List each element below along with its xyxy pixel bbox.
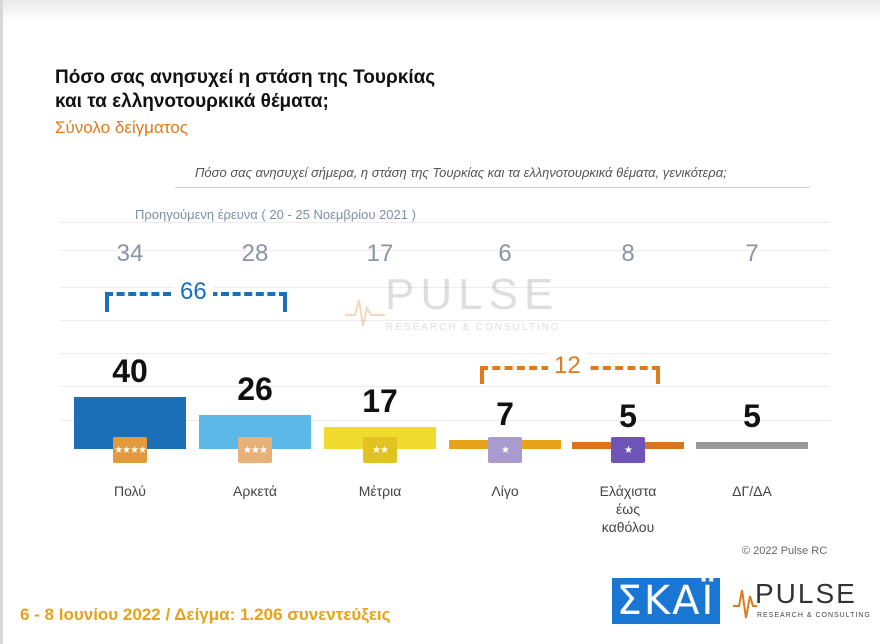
survey-question: Πόσο σας ανησυχεί σήμερα, η στάση της Το… — [195, 165, 727, 180]
value-label-2: 17 — [362, 382, 398, 419]
grid-line — [60, 420, 830, 421]
previous-value-0: 34 — [116, 240, 144, 267]
previous-value-2: 17 — [366, 240, 394, 267]
pulse-logo: PULSE RESEARCH & CONSULTING — [733, 578, 870, 624]
category-label-5: ΔΓ/ΔΑ — [732, 483, 772, 499]
previous-value-4: 8 — [621, 240, 635, 267]
pulse-wave-icon — [733, 589, 757, 619]
survey-footer: 6 - 8 Ιουνίου 2022 / Δείγμα: 1.206 συνεν… — [20, 605, 391, 624]
question-underline — [175, 187, 810, 188]
rating-icon-0: ★★★★ — [113, 437, 147, 463]
grid-line — [60, 250, 830, 251]
value-label-0: 40 — [112, 353, 148, 389]
rating-icon-2: ★★ — [363, 437, 397, 463]
copyright-text: © 2022 Pulse RC — [742, 545, 828, 557]
watermark-subtext: RESEARCH & CONSULTING — [386, 322, 561, 333]
watermark-text: PULSE — [385, 270, 560, 319]
previous-survey-label: Προηγούμενη έρευνα ( 20 - 25 Νοεμβρίου 2… — [135, 207, 416, 222]
grid-line — [60, 353, 830, 354]
category-label-1: Αρκετά — [233, 483, 277, 499]
window-left-edge — [0, 0, 3, 644]
pulse-logo-text: PULSE — [755, 578, 857, 609]
value-label-1: 26 — [237, 371, 273, 408]
bar-5 — [696, 442, 808, 449]
value-label-3: 7 — [496, 395, 514, 432]
grid-line — [60, 320, 830, 321]
value-label-4: 5 — [619, 398, 637, 434]
previous-value-3: 6 — [498, 240, 512, 267]
watermark-pulse-icon — [345, 299, 385, 327]
title-line-2: και τα ελληνοτουρκικά θέματα; — [55, 91, 329, 112]
previous-value-1: 28 — [241, 240, 269, 267]
category-label-0: Πολύ — [114, 483, 146, 499]
rating-icon-4: ★ — [611, 437, 645, 463]
skai-logo: ΣΚΑΪ — [612, 578, 720, 624]
rating-icon-1: ★★★ — [238, 437, 272, 463]
pulse-logo-subtext: RESEARCH & CONSULTING — [757, 612, 871, 619]
grid-line — [60, 222, 830, 223]
value-label-5: 5 — [743, 398, 761, 434]
category-label-2: Μέτρια — [358, 483, 402, 499]
rating-icon-3: ★ — [488, 437, 522, 463]
grid-line — [60, 386, 830, 387]
sum-bracket-label-0: 66 — [174, 278, 213, 306]
category-label-4: Ελάχιστα έως καθόλου — [599, 483, 657, 535]
previous-value-5: 7 — [745, 240, 759, 267]
title-line-1: Πόσο σας ανησυχεί η στάση της Τουρκίας — [55, 67, 436, 88]
window-top-edge — [0, 0, 880, 22]
chart-title: Πόσο σας ανησυχεί η στάση της Τουρκίας κ… — [55, 66, 435, 114]
grid-line — [60, 287, 830, 288]
chart-subtitle: Σύνολο δείγματος — [55, 118, 188, 137]
sum-bracket-label-1: 12 — [548, 352, 587, 380]
category-label-3: Λίγο — [491, 483, 519, 499]
